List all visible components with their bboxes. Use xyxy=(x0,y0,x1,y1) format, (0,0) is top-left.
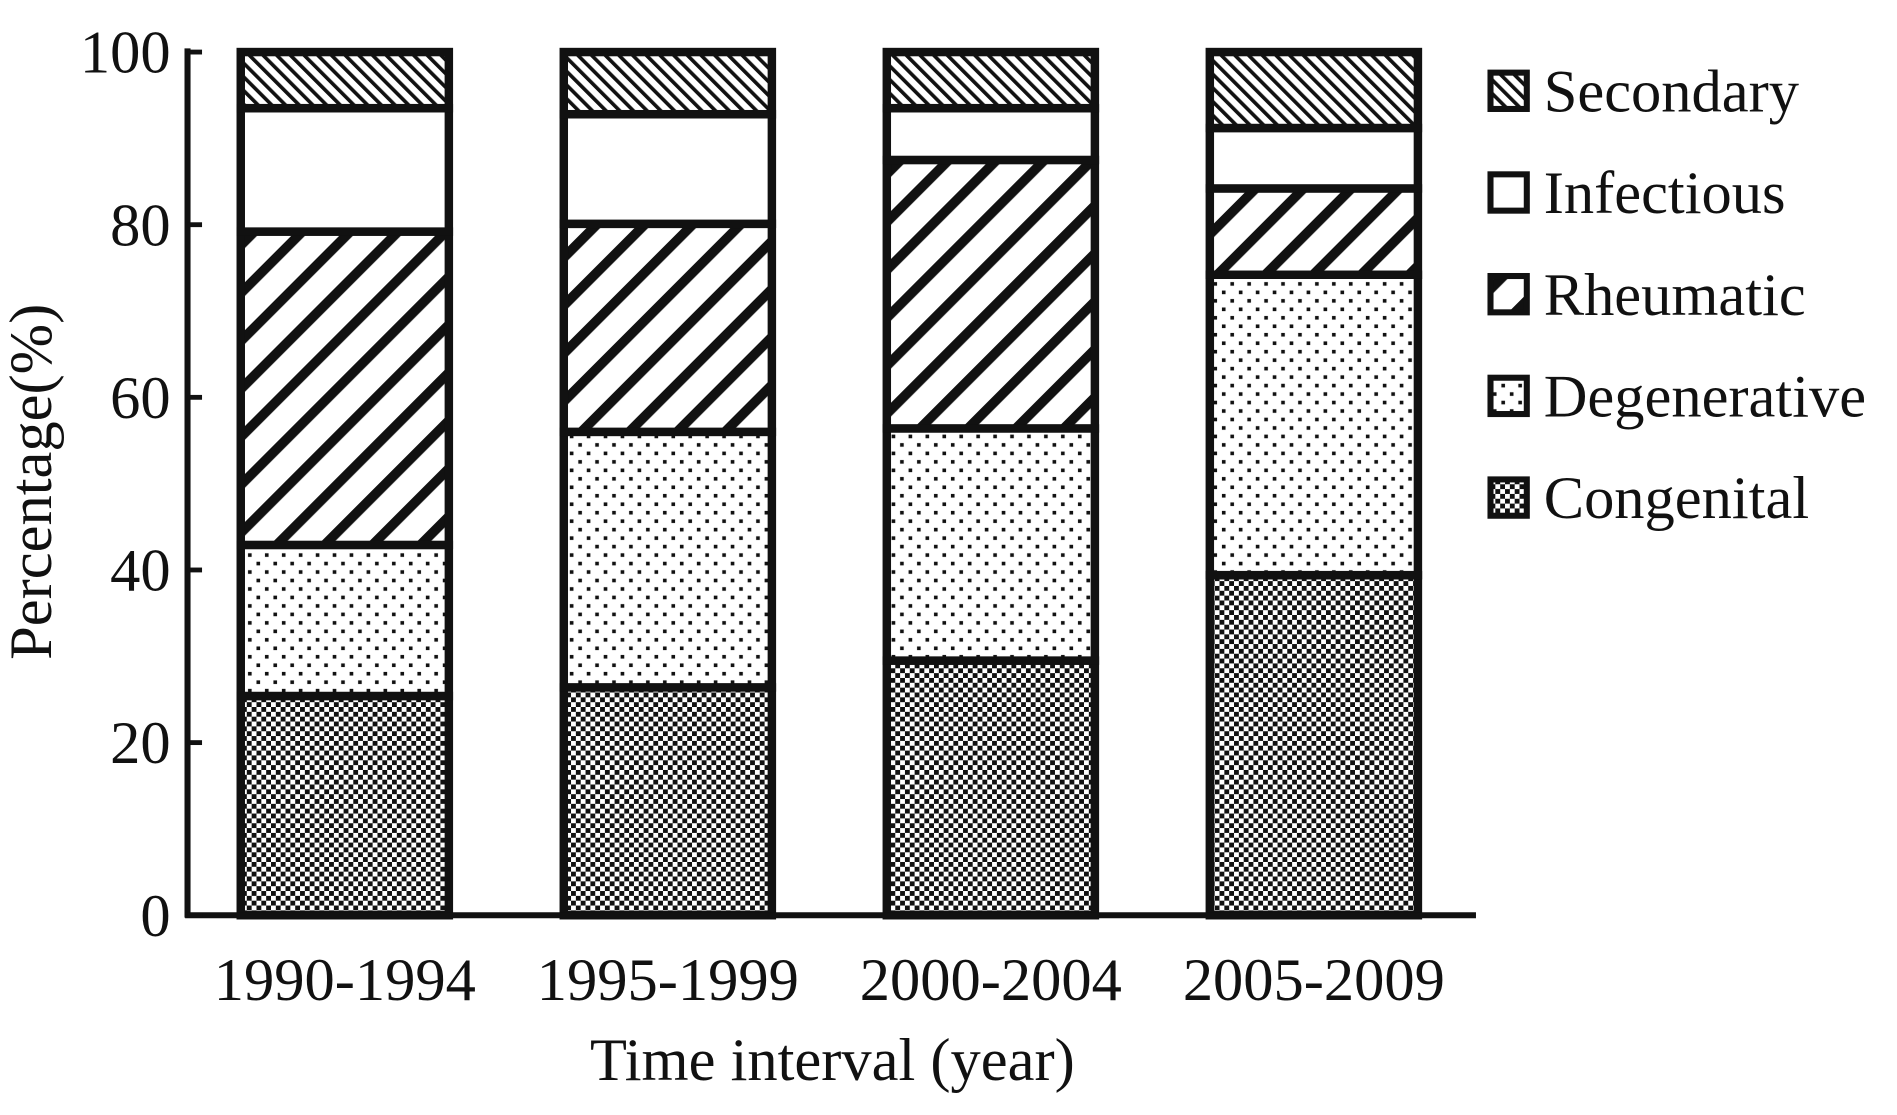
y-tick-label: 40 xyxy=(110,538,170,605)
bar-segment-rheumatic-1990-1994 xyxy=(236,227,454,550)
bar-segment-rheumatic-2000-2004 xyxy=(882,155,1100,433)
bar-segment-congenital-2005-2009 xyxy=(1205,570,1423,920)
legend-swatch-congenital xyxy=(1487,476,1530,519)
legend-label-congenital: Congenital xyxy=(1544,465,1809,532)
bars-group xyxy=(236,47,1423,920)
bar-segment-degenerative-2000-2004 xyxy=(882,424,1100,665)
y-tick-label: 100 xyxy=(80,20,171,87)
bar-segment-degenerative-1990-1994 xyxy=(236,540,454,701)
legend-label-degenerative: Degenerative xyxy=(1544,363,1866,430)
x-tick-label: 1995-1999 xyxy=(537,947,799,1014)
legend-swatch-degenerative xyxy=(1487,374,1530,418)
bar-segment-rheumatic-1995-1999 xyxy=(559,219,777,437)
legend-swatch-infectious xyxy=(1487,171,1530,214)
bar-segment-congenital-2000-2004 xyxy=(882,656,1100,920)
legend-label-infectious: Infectious xyxy=(1544,160,1786,227)
y-tick-label: 80 xyxy=(110,192,170,259)
axes-group: 1990-1994 1995-1999 2000-2004 2005-2009 0 20 4… xyxy=(80,20,1476,1014)
legend-swatch-secondary xyxy=(1487,69,1530,112)
x-tick-label: 2005-2009 xyxy=(1183,947,1445,1014)
legend-swatch-rheumatic xyxy=(1487,272,1530,316)
bar-segment-rheumatic-2005-2009 xyxy=(1205,184,1423,279)
y-tick-label: 0 xyxy=(140,883,170,950)
legend: Secondary Infectious Rheumatic Degenerative… xyxy=(1487,58,1866,532)
bar-segment-congenital-1995-1999 xyxy=(559,683,777,920)
bar-segment-secondary-2000-2004 xyxy=(882,47,1100,113)
bar-segment-secondary-1995-1999 xyxy=(559,47,777,119)
bar-segment-secondary-1990-1994 xyxy=(236,47,454,113)
y-tick-label: 20 xyxy=(110,710,170,777)
x-axis-label: Time interval (year) xyxy=(590,1027,1075,1094)
legend-label-secondary: Secondary xyxy=(1544,58,1800,125)
y-axis-label: Percentage(%) xyxy=(0,304,65,660)
bar-segment-infectious-2000-2004 xyxy=(882,103,1100,165)
x-tick-label: 2000-2004 xyxy=(860,947,1122,1014)
bar-segment-secondary-2005-2009 xyxy=(1205,47,1423,133)
bar-segment-congenital-1990-1994 xyxy=(236,691,454,920)
bar-segment-infectious-1990-1994 xyxy=(236,103,454,236)
bar-segment-infectious-2005-2009 xyxy=(1205,123,1423,193)
x-tick-label: 1990-1994 xyxy=(214,947,476,1014)
bar-segment-infectious-1995-1999 xyxy=(559,109,777,229)
y-tick-label: 60 xyxy=(110,365,170,432)
bar-segment-degenerative-1995-1999 xyxy=(559,427,777,692)
legend-label-rheumatic: Rheumatic xyxy=(1544,262,1806,329)
bar-segment-degenerative-2005-2009 xyxy=(1205,270,1423,580)
